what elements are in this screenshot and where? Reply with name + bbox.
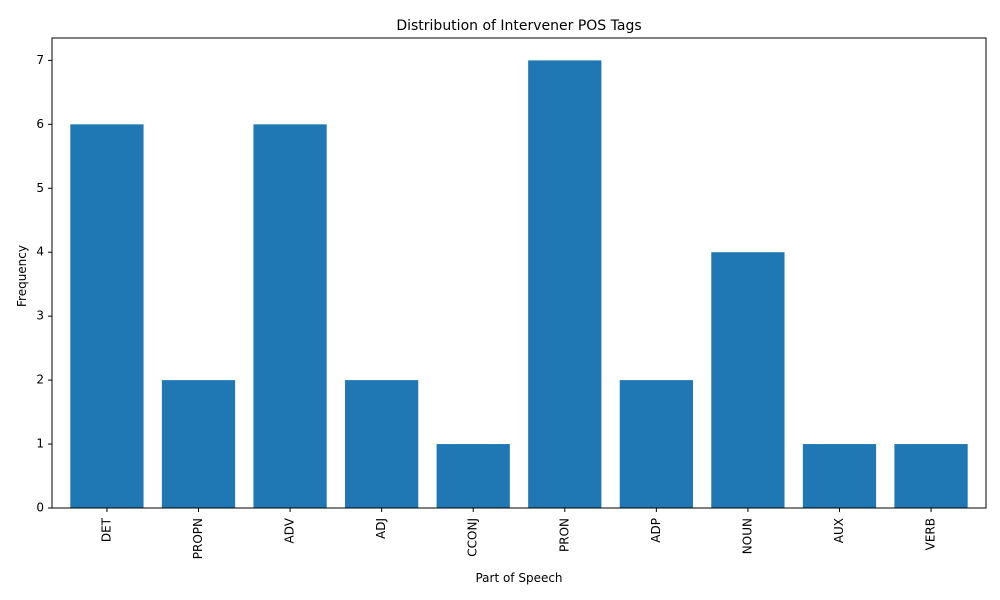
- bar-adv: [253, 124, 327, 508]
- y-tick-label: 4: [36, 245, 44, 259]
- bar-noun: [711, 252, 785, 508]
- y-tick-label: 5: [36, 181, 44, 195]
- x-tick-label: NOUN: [740, 518, 754, 554]
- x-tick-label: ADV: [283, 517, 297, 543]
- y-tick-label: 6: [36, 117, 44, 131]
- x-axis-label: Part of Speech: [475, 571, 562, 585]
- bar-verb: [894, 444, 968, 508]
- x-tick-label: PROPN: [191, 518, 205, 559]
- chart-title: Distribution of Intervener POS Tags: [396, 18, 641, 34]
- x-tick-label: CCONJ: [466, 518, 480, 557]
- plot-frame: [51, 37, 987, 509]
- bar-det: [70, 124, 144, 508]
- x-tick-label: PRON: [557, 518, 571, 552]
- x-tick-label: VERB: [924, 518, 938, 550]
- bar-aux: [802, 444, 877, 508]
- y-tick-label: 1: [36, 437, 44, 451]
- y-tick-label: 2: [36, 373, 44, 387]
- x-tick-label: DET: [99, 517, 113, 542]
- bar-adp: [619, 380, 693, 508]
- bar-adj: [345, 380, 419, 508]
- y-tick-label: 7: [36, 53, 44, 67]
- y-tick-label: 0: [36, 501, 44, 515]
- y-axis-label: Frequency: [15, 245, 29, 307]
- y-tick-label: 3: [36, 309, 44, 323]
- x-axis-ticks: DET PROPN ADV ADJ CCONJ PRON ADP NOUN AUX VERB: [99, 508, 938, 559]
- x-tick-label: AUX: [832, 518, 846, 543]
- bar-propn: [161, 380, 236, 508]
- bar-cconj: [436, 444, 510, 508]
- x-tick-label: ADJ: [374, 518, 388, 539]
- bar-pron: [528, 60, 602, 508]
- bars-group: [70, 60, 968, 508]
- x-tick-label: ADP: [649, 518, 663, 543]
- y-axis-ticks: 0 1 2 3 4 5 6 7: [36, 53, 52, 515]
